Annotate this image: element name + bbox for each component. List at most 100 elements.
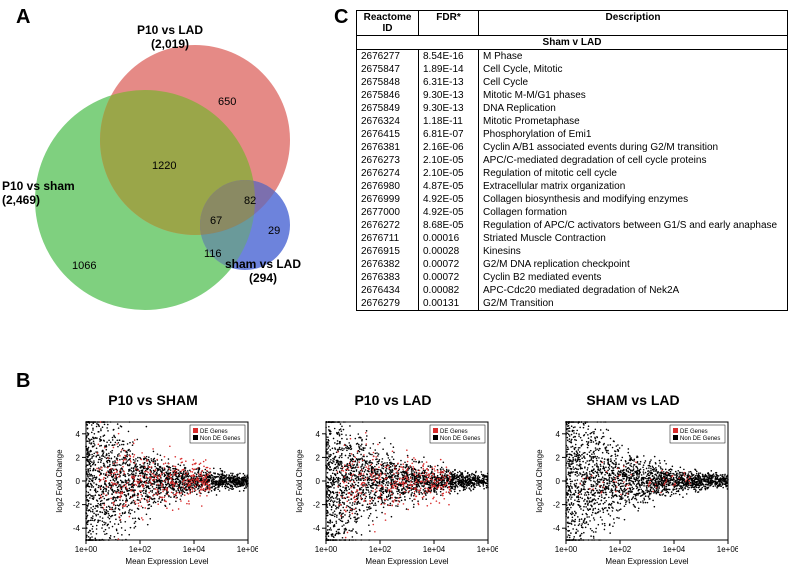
cell-id: 2676980 xyxy=(357,180,419,193)
table-header-row: Reactome ID FDR* Description xyxy=(357,11,788,36)
svg-text:log2 Fold Change: log2 Fold Change xyxy=(55,449,64,513)
cell-id: 2676383 xyxy=(357,271,419,284)
cell-desc: APC-Cdc20 mediated degradation of Nek2A xyxy=(479,284,788,297)
venn-count-green-blue: 116 xyxy=(204,248,222,260)
cell-fdr: 4.92E-05 xyxy=(419,193,479,206)
panel-label-b: B xyxy=(16,370,30,393)
cell-fdr: 0.00082 xyxy=(419,284,479,297)
table-row: 26762778.54E-16M Phase xyxy=(357,50,788,64)
svg-text:Non DE Genes: Non DE Genes xyxy=(200,436,240,442)
cell-fdr: 0.00131 xyxy=(419,297,479,311)
svg-text:4: 4 xyxy=(76,430,81,439)
ma-plot: P10 vs SHAM-4-20241e+001e+021e+041e+06lo… xyxy=(48,392,258,570)
table-body: 26762778.54E-16M Phase26758471.89E-14Cel… xyxy=(357,50,788,311)
svg-text:-4: -4 xyxy=(73,524,81,533)
reactome-table-el: Reactome ID FDR* Description Sham v LAD … xyxy=(356,10,788,311)
cell-fdr: 2.16E-06 xyxy=(419,141,479,154)
plot-svg: -4-20241e+001e+021e+041e+06log2 Fold Cha… xyxy=(48,410,258,570)
plot-title: P10 vs LAD xyxy=(288,392,498,408)
venn-label-red-l2: (2,019) xyxy=(151,37,189,51)
table-row: 26764156.81E-07Phosphorylation of Emi1 xyxy=(357,128,788,141)
venn-label-green: P10 vs sham (2,469) xyxy=(2,180,84,208)
cell-desc: G2/M Transition xyxy=(479,297,788,311)
cell-id: 2676915 xyxy=(357,245,419,258)
plot-svg: -4-20241e+001e+021e+041e+06log2 Fold Cha… xyxy=(528,410,738,570)
cell-id: 2675848 xyxy=(357,76,419,89)
cell-fdr: 6.81E-07 xyxy=(419,128,479,141)
cell-desc: Mitotic M-M/G1 phases xyxy=(479,89,788,102)
cell-id: 2676273 xyxy=(357,154,419,167)
cell-desc: Extracellular matrix organization xyxy=(479,180,788,193)
cell-id: 2676277 xyxy=(357,50,419,64)
cell-fdr: 8.68E-05 xyxy=(419,219,479,232)
cell-fdr: 1.89E-14 xyxy=(419,63,479,76)
table-row: 26758471.89E-14Cell Cycle, Mitotic xyxy=(357,63,788,76)
venn-label-red: P10 vs LAD (2,019) xyxy=(110,24,230,52)
th-id: Reactome ID xyxy=(357,11,419,36)
svg-text:DE Genes: DE Genes xyxy=(200,429,228,435)
ma-plot: SHAM vs LAD-4-20241e+001e+021e+041e+06lo… xyxy=(528,392,738,570)
cell-desc: M Phase xyxy=(479,50,788,64)
cell-id: 2676415 xyxy=(357,128,419,141)
venn-label-blue-l1: sham vs LAD xyxy=(225,257,301,271)
cell-desc: Cyclin A/B1 associated events during G2/… xyxy=(479,141,788,154)
svg-text:1e+04: 1e+04 xyxy=(183,545,206,554)
cell-fdr: 9.30E-13 xyxy=(419,102,479,115)
cell-desc: G2/M DNA replication checkpoint xyxy=(479,258,788,271)
venn-count-all: 67 xyxy=(210,215,222,227)
cell-fdr: 2.10E-05 xyxy=(419,154,479,167)
venn-count-red: 650 xyxy=(218,96,236,108)
svg-text:-2: -2 xyxy=(73,501,81,510)
cell-id: 2676324 xyxy=(357,115,419,128)
cell-desc: Cyclin B2 mediated events xyxy=(479,271,788,284)
cell-fdr: 8.54E-16 xyxy=(419,50,479,64)
svg-text:0: 0 xyxy=(76,477,81,486)
svg-text:-2: -2 xyxy=(313,501,321,510)
svg-text:Mean Expression Level: Mean Expression Level xyxy=(125,557,208,566)
cell-fdr: 4.87E-05 xyxy=(419,180,479,193)
figure-root: A P10 vs LAD (2,019) P10 vs sham (2,469)… xyxy=(0,0,800,585)
reactome-table: Reactome ID FDR* Description Sham v LAD … xyxy=(356,10,788,311)
svg-text:4: 4 xyxy=(316,430,321,439)
venn-label-green-l2: (2,469) xyxy=(2,193,40,207)
cell-id: 2675846 xyxy=(357,89,419,102)
table-row: 26769150.00028Kinesins xyxy=(357,245,788,258)
panel-label-c: C xyxy=(334,6,348,29)
svg-text:1e+06: 1e+06 xyxy=(477,545,498,554)
venn-count-green: 1066 xyxy=(72,260,96,272)
plot-title: P10 vs SHAM xyxy=(48,392,258,408)
cell-id: 2676272 xyxy=(357,219,419,232)
panel-label-a: A xyxy=(16,6,30,29)
cell-id: 2675847 xyxy=(357,63,419,76)
table-row: 26762728.68E-05Regulation of APC/C activ… xyxy=(357,219,788,232)
cell-desc: Phosphorylation of Emi1 xyxy=(479,128,788,141)
cell-fdr: 9.30E-13 xyxy=(419,89,479,102)
svg-text:2: 2 xyxy=(316,453,321,462)
svg-text:Non DE Genes: Non DE Genes xyxy=(440,436,480,442)
th-fdr: FDR* xyxy=(419,11,479,36)
table-row: 26770004.92E-05Collagen formation xyxy=(357,206,788,219)
venn-label-green-l1: P10 vs sham xyxy=(2,179,75,193)
cell-fdr: 4.92E-05 xyxy=(419,206,479,219)
ma-plot: P10 vs LAD-4-20241e+001e+021e+041e+06log… xyxy=(288,392,498,570)
table-row: 26769804.87E-05Extracellular matrix orga… xyxy=(357,180,788,193)
svg-text:Mean Expression Level: Mean Expression Level xyxy=(365,557,448,566)
cell-desc: Regulation of APC/C activators between G… xyxy=(479,219,788,232)
venn-count-red-blue: 82 xyxy=(244,195,256,207)
table-row: 26762742.10E-05Regulation of mitotic cel… xyxy=(357,167,788,180)
plot-svg: -4-20241e+001e+021e+041e+06log2 Fold Cha… xyxy=(288,410,498,570)
venn-label-red-l1: P10 vs LAD xyxy=(137,23,203,37)
svg-text:log2 Fold Change: log2 Fold Change xyxy=(295,449,304,513)
cell-fdr: 0.00072 xyxy=(419,271,479,284)
cell-fdr: 6.31E-13 xyxy=(419,76,479,89)
table-row: 26769994.92E-05Collagen biosynthesis and… xyxy=(357,193,788,206)
cell-id: 2676711 xyxy=(357,232,419,245)
svg-text:0: 0 xyxy=(316,477,321,486)
table-row: 26763830.00072Cyclin B2 mediated events xyxy=(357,271,788,284)
svg-text:DE Genes: DE Genes xyxy=(440,429,468,435)
cell-fdr: 2.10E-05 xyxy=(419,167,479,180)
venn-label-blue-l2: (294) xyxy=(249,271,277,285)
th-desc: Description xyxy=(479,11,788,36)
svg-text:1e+02: 1e+02 xyxy=(129,545,152,554)
table-row: 26758486.31E-13Cell Cycle xyxy=(357,76,788,89)
